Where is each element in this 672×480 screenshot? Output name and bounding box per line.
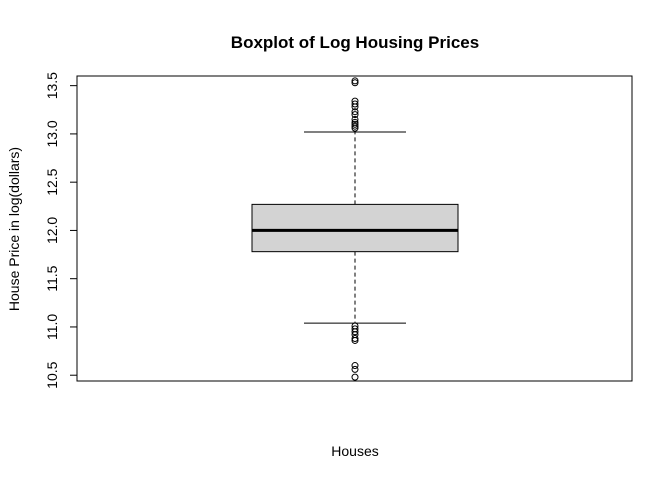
- outlier-point-19: [351, 365, 359, 373]
- outlier-point-10: [351, 79, 359, 87]
- outlier-point-4: [351, 115, 359, 123]
- y-axis: 10.5 11.0 11.5 12.0 12.5 13.0 13.5: [44, 72, 78, 389]
- y-axis-label: House Price in log(dollars): [6, 147, 22, 311]
- y-tick-label-4: 12.5: [44, 168, 60, 195]
- y-tick-label-5: 13.0: [44, 120, 60, 147]
- outlier-point-11: [351, 77, 359, 85]
- outlier-point-3: [351, 118, 359, 126]
- outlier-point-5: [351, 111, 359, 119]
- outlier-point-16: [351, 335, 359, 343]
- x-axis-label: Houses: [331, 443, 378, 459]
- y-tick-label-2: 11.5: [44, 265, 60, 291]
- outlier-point-1: [351, 122, 359, 130]
- outlier-point-14: [351, 328, 359, 336]
- iqr-box: [251, 203, 459, 253]
- outlier-point-18: [351, 362, 359, 370]
- box-plot: [251, 131, 459, 324]
- outlier-point-8: [351, 100, 359, 108]
- outlier-point-17: [351, 336, 359, 344]
- chart-title: Boxplot of Log Housing Prices: [231, 33, 479, 52]
- outlier-points: [351, 77, 359, 381]
- y-tick-label-3: 12.0: [44, 217, 60, 244]
- outlier-point-6: [351, 108, 359, 116]
- outlier-point-20: [351, 373, 359, 381]
- y-tick-label-0: 10.5: [44, 361, 60, 388]
- y-tick-label-1: 11.0: [44, 314, 60, 340]
- outlier-point-9: [351, 97, 359, 105]
- outlier-point-2: [351, 120, 359, 128]
- y-tick-label-6: 13.5: [44, 72, 60, 99]
